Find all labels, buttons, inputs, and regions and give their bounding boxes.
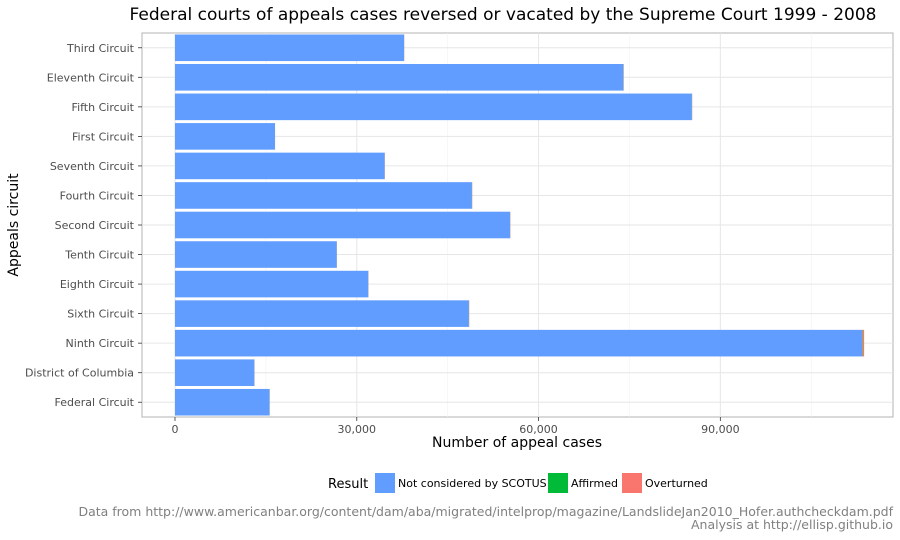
bar-not-considered-by-scotus-tenth-circuit xyxy=(175,241,337,268)
y-tick-label: Eleventh Circuit xyxy=(47,71,135,84)
bar-not-considered-by-scotus-fourth-circuit xyxy=(175,182,472,209)
bar-not-considered-by-scotus-eighth-circuit xyxy=(175,270,369,298)
bar-not-considered-by-scotus-second-circuit xyxy=(175,211,511,239)
bar-not-considered-by-scotus-eleventh-circuit xyxy=(175,64,624,91)
y-tick-label: Eighth Circuit xyxy=(60,278,135,291)
y-tick-label: Ninth Circuit xyxy=(66,337,135,350)
x-axis-title: Number of appeal cases xyxy=(432,435,602,451)
legend: Result Not considered by SCOTUS Affirmed O… xyxy=(328,473,708,493)
y-tick-label: Fifth Circuit xyxy=(72,101,135,114)
y-tick-label: Federal Circuit xyxy=(55,396,135,409)
caption-data-source: Data from http://www.americanbar.org/con… xyxy=(78,504,893,519)
x-tick-label: 0 xyxy=(172,423,179,436)
y-axis-title: Appeals circuit xyxy=(6,173,22,277)
legend-label: Affirmed xyxy=(571,477,618,490)
y-tick-label: Tenth Circuit xyxy=(64,249,134,262)
bar-not-considered-by-scotus-first-circuit xyxy=(175,123,275,150)
y-tick-label: Fourth Circuit xyxy=(60,189,135,202)
legend-label: Overturned xyxy=(645,477,708,490)
y-tick-label: Seventh Circuit xyxy=(50,160,135,173)
plot-panel xyxy=(141,32,894,418)
bar-not-considered-by-scotus-district-of-columbia xyxy=(175,359,255,386)
x-tick-label: 60,000 xyxy=(519,423,558,436)
bar-not-considered-by-scotus-third-circuit xyxy=(175,34,405,62)
x-tick-label: 90,000 xyxy=(701,423,740,436)
bar-not-considered-by-scotus-fifth-circuit xyxy=(175,93,692,121)
bar-overturned-ninth-circuit xyxy=(862,329,865,357)
legend-swatch xyxy=(375,473,395,493)
bar-not-considered-by-scotus-sixth-circuit xyxy=(175,300,469,327)
legend-swatch xyxy=(622,473,642,493)
x-tick-label: 30,000 xyxy=(338,423,377,436)
bar-not-considered-by-scotus-federal-circuit xyxy=(175,388,270,416)
bar-not-considered-by-scotus-ninth-circuit xyxy=(175,329,863,357)
x-axis-ticks: 0 30,000 60,000 90,000 xyxy=(172,417,740,436)
bar-not-considered-by-scotus-seventh-circuit xyxy=(175,152,385,180)
y-tick-label: Sixth Circuit xyxy=(67,308,134,321)
legend-title: Result xyxy=(328,477,368,492)
legend-label: Not considered by SCOTUS xyxy=(398,477,547,490)
legend-swatch xyxy=(548,473,568,493)
caption-analysis: Analysis at http://ellisp.github.io xyxy=(691,517,893,532)
bars-layer xyxy=(175,34,865,416)
y-axis-ticks: Third Circuit Eleventh Circuit Fifth Circu… xyxy=(25,42,142,409)
y-tick-label: First Circuit xyxy=(72,130,135,143)
y-tick-label: Third Circuit xyxy=(66,42,135,55)
chart-title: Federal courts of appeals cases reversed… xyxy=(130,5,877,25)
y-tick-label: District of Columbia xyxy=(25,367,134,380)
y-tick-label: Second Circuit xyxy=(55,219,135,232)
